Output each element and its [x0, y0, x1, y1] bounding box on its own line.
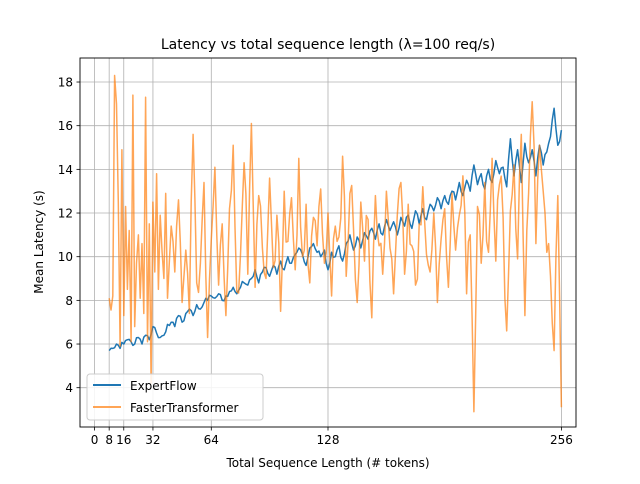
- legend-box: [86, 373, 264, 421]
- y-tick-label: 6: [65, 338, 73, 352]
- series-lines: [108, 74, 563, 413]
- x-tick-label: 128: [317, 433, 340, 447]
- series-line-expertflow: [108, 107, 563, 352]
- y-tick-label: 14: [58, 163, 73, 177]
- y-tick-label: 16: [58, 119, 73, 133]
- legend-label-expertflow: ExpertFlow: [130, 379, 197, 393]
- x-tick-label: 32: [145, 433, 160, 447]
- x-axis-label: Total Sequence Length (# tokens): [225, 456, 429, 470]
- chart-title: Latency vs total sequence length (λ=100 …: [161, 37, 495, 53]
- series-line-fastertransformer: [108, 74, 563, 413]
- y-tick-label: 8: [65, 294, 73, 308]
- x-tick-label: 8: [105, 433, 113, 447]
- legend-label-fastertransformer: FasterTransformer: [130, 401, 239, 415]
- y-axis-label: Mean Latency (s): [32, 190, 46, 293]
- x-tick-label: 256: [550, 433, 573, 447]
- x-tick-label: 0: [91, 433, 99, 447]
- x-tick-label: 64: [204, 433, 219, 447]
- y-tick-label: 4: [65, 381, 73, 395]
- y-tick-label: 18: [58, 76, 73, 90]
- y-tick-label: 10: [58, 250, 73, 264]
- legend: ExpertFlow FasterTransformer: [86, 373, 264, 421]
- x-tick-label: 16: [116, 433, 131, 447]
- y-tick-label: 12: [58, 207, 73, 221]
